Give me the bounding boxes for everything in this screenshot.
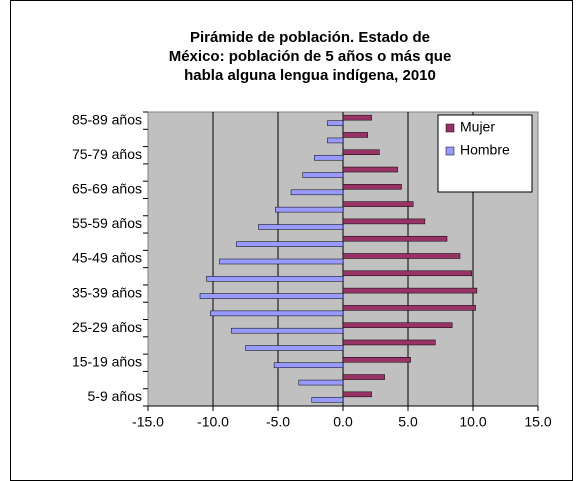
- legend-label: Hombre: [460, 142, 510, 158]
- bar: [342, 270, 472, 277]
- y-tick-label: 5-9 años: [88, 388, 142, 404]
- bar: [245, 345, 344, 351]
- x-tick-label: -10.0: [197, 414, 229, 430]
- y-tick-label: 55-59 años: [72, 215, 142, 231]
- x-tick-label: -15.0: [132, 414, 164, 430]
- y-tick-label: 25-29 años: [72, 319, 142, 335]
- chart-title: habla alguna lengua indígena, 2010: [184, 67, 436, 84]
- bar: [210, 310, 344, 317]
- x-tick-label: 0.0: [333, 414, 353, 430]
- bar: [342, 166, 398, 173]
- bar: [311, 397, 344, 403]
- bar: [258, 224, 344, 230]
- bar: [199, 293, 344, 299]
- bar: [314, 154, 344, 161]
- bar: [327, 120, 344, 126]
- bar: [342, 114, 372, 121]
- bar: [273, 362, 344, 369]
- bar: [342, 184, 402, 190]
- x-tick-label: 5.0: [398, 414, 418, 430]
- bar: [342, 253, 461, 259]
- bar: [327, 137, 344, 144]
- chart-title: México: población de 5 años o más que: [169, 48, 452, 65]
- bar: [342, 201, 414, 207]
- x-tick-label: 15.0: [524, 414, 551, 430]
- x-tick-label: 10.0: [459, 414, 486, 430]
- bar: [302, 172, 344, 178]
- bar: [275, 206, 344, 213]
- y-tick-label: 85-89 años: [72, 111, 142, 127]
- legend-label: Mujer: [460, 119, 495, 135]
- y-tick-label: 15-19 años: [72, 353, 142, 369]
- bar: [342, 132, 368, 138]
- y-tick-label: 35-39 años: [72, 284, 142, 300]
- bar: [230, 327, 344, 334]
- bar: [206, 276, 344, 282]
- bar: [342, 235, 448, 242]
- bar: [342, 374, 385, 380]
- bar: [342, 322, 453, 328]
- x-tick-label: -5.0: [266, 414, 290, 430]
- bar: [342, 218, 426, 225]
- y-tick-label: 75-79 años: [72, 146, 142, 162]
- bar: [342, 149, 380, 155]
- bar: [342, 357, 411, 363]
- bar: [219, 258, 344, 265]
- bar: [342, 287, 478, 294]
- bar: [236, 241, 344, 247]
- legend-swatch: [445, 123, 455, 133]
- y-tick-label: 65-69 años: [72, 181, 142, 197]
- legend-swatch: [445, 146, 455, 156]
- chart-title: Pirámide de población. Estado de: [190, 29, 430, 46]
- y-tick-label: 45-49 años: [72, 250, 142, 266]
- bar: [342, 391, 372, 398]
- bar: [298, 379, 344, 386]
- bar: [342, 305, 476, 311]
- bar: [290, 189, 344, 196]
- bar: [342, 339, 436, 346]
